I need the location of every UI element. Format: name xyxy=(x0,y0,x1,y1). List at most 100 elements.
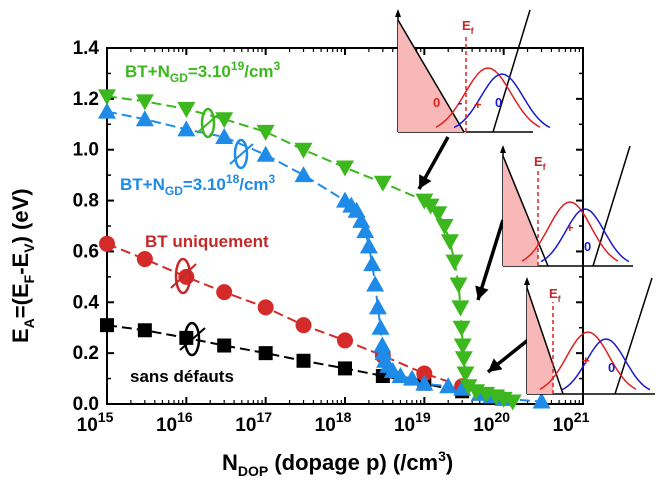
data-point-triangle-up xyxy=(391,367,410,384)
inset-red-distribution xyxy=(435,67,541,128)
x-tick-label: 1021 xyxy=(553,409,590,436)
data-point-circle xyxy=(257,299,274,316)
series-line xyxy=(106,242,463,388)
inset-charge-label: 0 xyxy=(584,239,591,254)
data-point-triangle-up xyxy=(373,336,392,353)
data-point-circle xyxy=(216,284,233,301)
data-point-triangle-up xyxy=(98,102,116,119)
data-point-triangle-up xyxy=(403,369,422,386)
data-point-square xyxy=(100,318,114,333)
inset-charge-label: + xyxy=(582,353,590,368)
data-point-circle xyxy=(337,332,353,349)
x-tick-label: 1019 xyxy=(394,409,431,436)
data-point-triangle-down xyxy=(336,160,354,177)
data-point-triangle-down xyxy=(215,112,234,129)
inset-axis-head xyxy=(395,9,401,17)
band-inset: Ef +0 xyxy=(500,145,633,267)
data-point-triangle-up xyxy=(366,275,385,292)
series-ovals xyxy=(170,107,254,357)
data-point-triangle-up xyxy=(532,392,551,409)
data-point-triangle-up xyxy=(215,128,234,144)
data-point-triangle-up xyxy=(439,377,458,394)
data-point-square xyxy=(258,346,273,361)
annotation-black-series: sans défauts xyxy=(130,367,234,386)
y-tick-label: 1.4 xyxy=(73,38,100,59)
oval-black-stroke xyxy=(179,327,206,351)
y-tick-label: 0.8 xyxy=(73,191,99,212)
inset-blue-distribution xyxy=(453,73,551,129)
data-point-triangle-up xyxy=(177,120,196,137)
data-point-circle xyxy=(416,365,433,382)
arrow-head xyxy=(475,285,489,300)
inset-charge-label: + xyxy=(566,220,574,235)
data-point-square xyxy=(137,323,152,338)
data-point-triangle-up xyxy=(415,374,434,391)
inset-valence-edge xyxy=(397,19,465,133)
annotation-red-series: BT uniquement xyxy=(145,232,269,251)
data-point-circle xyxy=(136,251,153,268)
oval-red xyxy=(174,257,192,295)
inset-conduction-edge xyxy=(492,9,531,133)
inset-red-distribution xyxy=(521,201,619,262)
y-tick-label: 1.2 xyxy=(73,89,99,110)
data-point-triangle-up xyxy=(294,166,313,183)
oval-red-stroke xyxy=(170,263,197,289)
data-point-triangle-up xyxy=(256,145,275,162)
data-point-triangle-down xyxy=(453,338,472,355)
inset-arrows xyxy=(417,136,530,374)
data-point-triangle-down xyxy=(440,234,459,251)
annotation-blue-series: BT+NGD=3.1018/cm3 xyxy=(120,172,276,198)
data-point-triangle-down xyxy=(294,142,313,159)
arrow-head xyxy=(419,174,432,189)
data-point-triangle-up xyxy=(368,298,387,315)
x-tick-label: 1016 xyxy=(156,409,193,436)
data-point-triangle-down xyxy=(445,254,464,271)
series-line xyxy=(106,95,513,403)
inset-red-distribution xyxy=(539,331,637,390)
inset-charge-label: 0 xyxy=(433,95,440,110)
inset-conduction-edge xyxy=(592,145,631,267)
series-line xyxy=(106,110,542,403)
inset-valence-edge xyxy=(526,287,564,395)
inset-fermi-label: Ef xyxy=(462,18,475,36)
data-point-triangle-down xyxy=(373,175,392,192)
data-point-triangle-down xyxy=(435,219,454,235)
band-diagram-insets: Ef0- +0Ef+0Ef+ 0 xyxy=(395,9,655,395)
band-inset: Ef +0 xyxy=(524,277,655,395)
data-point-triangle-up xyxy=(374,344,393,361)
x-axis-title: NDOP (dopage p) (/cm3) xyxy=(222,448,453,479)
data-point-triangle-down xyxy=(98,89,116,106)
inset-valence-edge xyxy=(502,155,549,267)
data-point-triangle-down xyxy=(135,94,154,111)
data-point-circle xyxy=(99,235,115,252)
x-tick-label: 1017 xyxy=(235,409,272,436)
x-tick-label: 1015 xyxy=(77,409,114,436)
data-point-triangle-up xyxy=(135,110,154,127)
data-point-triangle-down xyxy=(449,277,468,294)
data-point-triangle-down xyxy=(459,379,478,396)
inset-blue-distribution xyxy=(540,208,630,263)
y-tick-label: 0.6 xyxy=(73,241,99,262)
y-tick-label: 0.2 xyxy=(73,343,99,364)
data-point-triangle-up xyxy=(359,237,378,254)
inset-axis-head xyxy=(500,145,506,153)
oval-blue-stroke xyxy=(229,143,254,165)
annotation-green-series: BT+NGD=3.1019/cm3 xyxy=(125,59,281,85)
data-markers xyxy=(98,89,551,411)
oval-black xyxy=(183,321,201,357)
arrow-shaft xyxy=(476,219,505,301)
inset-blue-distribution xyxy=(561,338,651,391)
data-point-triangle-down xyxy=(256,124,275,141)
oval-green-stroke xyxy=(196,112,221,134)
inset-fermi-label: Ef xyxy=(534,154,547,172)
inset-filled-states xyxy=(527,288,553,394)
data-point-triangle-up xyxy=(363,255,382,272)
y-tick-label: 0.4 xyxy=(73,292,100,313)
y-tick-label: 0.0 xyxy=(73,394,99,415)
data-point-triangle-down xyxy=(177,102,196,119)
data-point-triangle-up xyxy=(371,318,390,335)
data-point-square xyxy=(217,338,232,353)
inset-charge-label: 0 xyxy=(495,95,502,110)
inset-charge-label: + xyxy=(474,97,482,112)
